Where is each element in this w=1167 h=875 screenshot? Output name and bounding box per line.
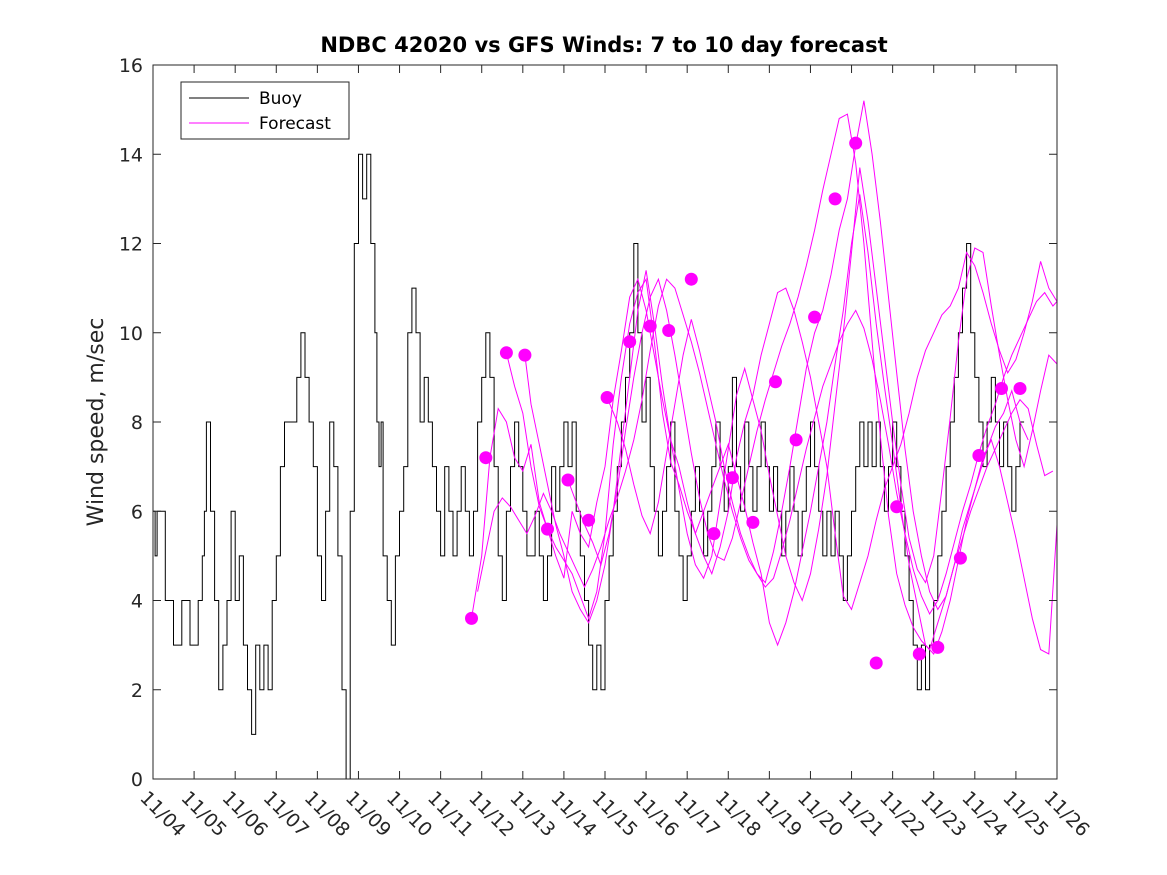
forecast-marker bbox=[1013, 382, 1027, 395]
forecast-marker bbox=[890, 500, 904, 514]
y-axis: 0 2 4 6 8 10 12 14 16 bbox=[119, 55, 1057, 791]
forecast-series-line-2 bbox=[505, 194, 1058, 655]
forecast-marker bbox=[499, 346, 513, 360]
chart-title: NDBC 42020 vs GFS Winds: 7 to 10 day for… bbox=[320, 33, 887, 57]
forecast-series-group bbox=[471, 100, 1058, 655]
y-tick-label: 0 bbox=[131, 769, 143, 791]
forecast-marker bbox=[746, 515, 760, 529]
legend: Buoy Forecast bbox=[180, 81, 350, 140]
forecast-marker bbox=[518, 348, 532, 362]
y-tick-label: 12 bbox=[119, 234, 143, 256]
y-tick-label: 14 bbox=[119, 144, 143, 166]
forecast-marker bbox=[561, 473, 575, 487]
forecast-marker bbox=[808, 310, 822, 324]
legend-box bbox=[180, 81, 350, 140]
forecast-markers-group bbox=[465, 136, 1027, 670]
y-axis-label: Wind speed, m/sec bbox=[84, 318, 109, 527]
y-tick-label: 4 bbox=[131, 591, 143, 613]
forecast-marker bbox=[828, 192, 842, 206]
forecast-marker bbox=[849, 136, 863, 150]
legend-buoy-label: Buoy bbox=[259, 89, 302, 109]
forecast-marker bbox=[600, 391, 614, 404]
forecast-marker bbox=[623, 335, 637, 349]
y-tick-label: 8 bbox=[131, 412, 143, 434]
forecast-marker bbox=[769, 375, 782, 389]
forecast-series-line-1 bbox=[471, 251, 1058, 619]
y-tick-label: 6 bbox=[131, 501, 143, 523]
y-tick-label: 2 bbox=[131, 680, 143, 702]
forecast-series-line-4 bbox=[567, 113, 1054, 651]
forecast-series-line-6 bbox=[477, 278, 1058, 615]
forecast-marker bbox=[707, 527, 721, 541]
forecast-marker bbox=[931, 640, 945, 654]
forecast-marker bbox=[684, 272, 698, 286]
forecast-marker bbox=[662, 324, 676, 337]
forecast-marker bbox=[725, 471, 739, 485]
forecast-marker bbox=[479, 451, 493, 465]
forecast-marker bbox=[465, 611, 478, 625]
forecast-marker bbox=[869, 656, 883, 670]
forecast-marker bbox=[972, 449, 986, 462]
y-tick-label: 16 bbox=[119, 55, 143, 77]
forecast-marker bbox=[995, 382, 1008, 395]
forecast-marker bbox=[912, 647, 926, 661]
forecast-marker bbox=[789, 433, 803, 447]
forecast-marker bbox=[643, 319, 657, 333]
forecast-marker bbox=[541, 522, 554, 536]
forecast-marker bbox=[582, 513, 596, 527]
legend-forecast-label: Forecast bbox=[259, 114, 331, 134]
y-tick-label: 10 bbox=[119, 323, 143, 345]
forecast-marker bbox=[953, 551, 967, 565]
